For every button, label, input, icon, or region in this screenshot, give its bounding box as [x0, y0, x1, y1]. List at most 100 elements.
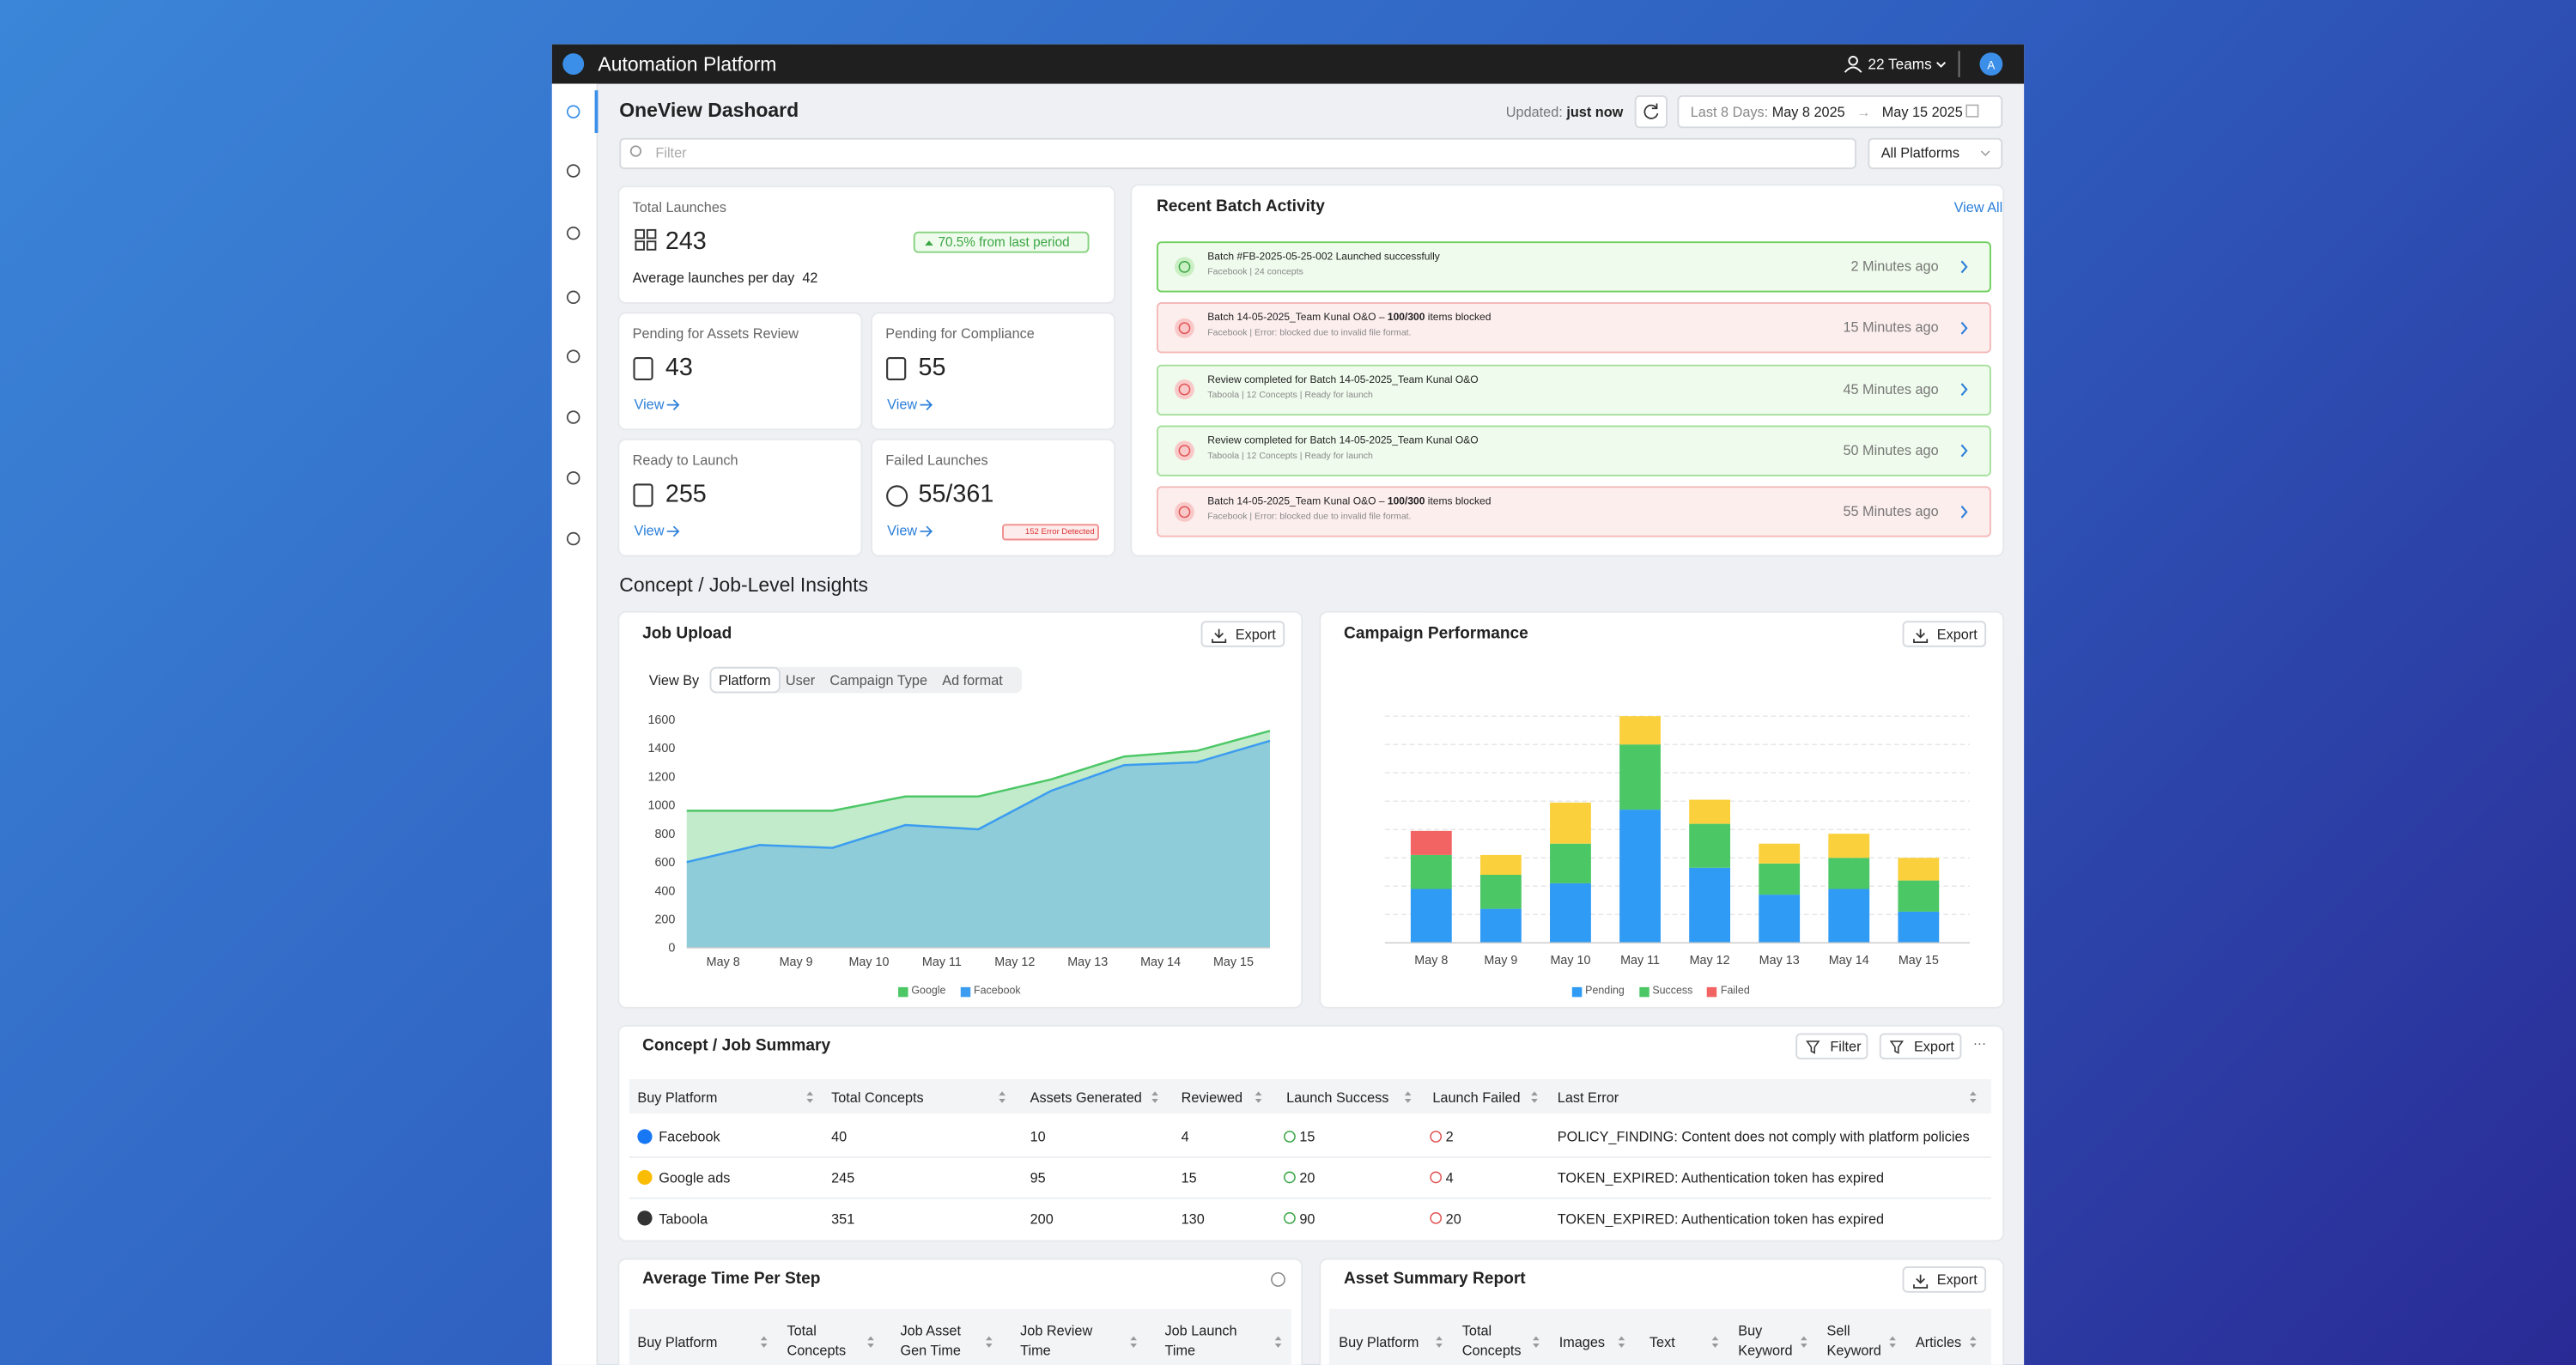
range-label: Last 8 Days:: [1690, 103, 1769, 120]
card-label: Pending for Compliance: [885, 325, 1035, 342]
title-part: items blocked: [1425, 496, 1492, 508]
card: [619, 313, 861, 429]
panel: [1321, 612, 2003, 1007]
column-header: Reviewed: [1181, 1089, 1243, 1106]
summary-panel: [619, 1026, 2003, 1241]
column-header: Buy Keyword: [1738, 1322, 1793, 1359]
dashboard-title: OneView Dashoard: [619, 98, 799, 122]
range-end: May 15 2025: [1881, 103, 1963, 120]
column-header: Buy Platform: [637, 1333, 718, 1350]
date-range[interactable]: Last 8 Days: May 8 2025 → May 15 2025: [1677, 94, 2003, 129]
range-start: May 8 2025: [1771, 103, 1845, 120]
batch-detail: Facebook | Error: blocked due to invalid…: [1207, 513, 1412, 523]
batch-item[interactable]: [1156, 425, 1991, 476]
platform-select[interactable]: All Platforms: [1868, 137, 2003, 170]
batch-item[interactable]: [1156, 363, 1991, 416]
refresh-button[interactable]: [1634, 94, 1668, 129]
legend-swatch: [960, 986, 971, 998]
legend-swatch: [1707, 986, 1718, 998]
sidebar: [551, 83, 598, 1365]
tab[interactable]: Platform: [711, 668, 779, 692]
batch-item[interactable]: [1156, 241, 1991, 293]
export-button[interactable]: Export: [1902, 1266, 1987, 1293]
updated: Updated: just now: [1506, 102, 1624, 122]
arrow: →: [1856, 103, 1871, 120]
table-cell: 90: [1299, 1210, 1315, 1227]
batch-title: Review completed for Batch 14-05-2025_Te…: [1207, 373, 1478, 386]
legend-item: Failed: [1707, 984, 1750, 1000]
batch-title: Review completed for Batch 14-05-2025_Te…: [1207, 435, 1478, 448]
teams-menu[interactable]: 22 Teams: [1868, 56, 1932, 73]
legend-label: Success: [1652, 985, 1693, 998]
panel-title: Asset Summary Report: [1344, 1270, 1526, 1289]
tab[interactable]: Campaign Type: [829, 671, 928, 689]
toolbar-button[interactable]: Filter: [1795, 1033, 1868, 1060]
batch-title: Batch #FB-2025-05-25-002 Launched succes…: [1207, 252, 1440, 264]
tab[interactable]: Ad format: [942, 671, 1003, 689]
legend-label: Failed: [1720, 985, 1750, 998]
batch-item[interactable]: [1156, 486, 1991, 537]
table-cell: 40: [831, 1128, 848, 1145]
table-cell: Google ads: [659, 1168, 731, 1186]
section-title: Concept / Job-Level Insights: [619, 573, 869, 597]
table-cell: 20: [1445, 1210, 1461, 1227]
filter-input[interactable]: Filter: [619, 137, 1856, 170]
table-cell: 15: [1181, 1168, 1197, 1186]
batch-detail: Facebook | 24 concepts: [1207, 267, 1303, 278]
batch-detail: Taboola | 12 Concepts | Ready for launch: [1207, 390, 1373, 401]
row-divider: [629, 1198, 1991, 1200]
row-divider: [629, 1156, 1991, 1159]
table-cell: 351: [831, 1210, 855, 1227]
column-header: Total Concepts: [831, 1089, 924, 1106]
batch-time: 2 Minutes ago: [1850, 258, 1939, 275]
view-link[interactable]: View: [634, 396, 665, 413]
table-cell: 15: [1299, 1128, 1315, 1145]
title-part: Batch 14-05-2025_Team Kunal O&O –: [1207, 496, 1388, 508]
column-header: Buy Platform: [1339, 1333, 1419, 1350]
export-button[interactable]: Export: [1200, 621, 1285, 647]
app-title: Automation Platform: [598, 52, 777, 76]
table-cell: 130: [1181, 1210, 1205, 1227]
updated-value: just now: [1566, 103, 1624, 120]
panel-title: Job Upload: [642, 624, 732, 644]
card-label: Total Launches: [632, 198, 727, 215]
table-cell: 245: [831, 1168, 855, 1186]
legend-item: Pending: [1571, 984, 1625, 1000]
table-cell: 200: [1030, 1210, 1054, 1227]
view-link[interactable]: View: [887, 396, 918, 413]
table-cell: 4: [1445, 1168, 1454, 1186]
updated-label: Updated:: [1505, 103, 1563, 120]
table-cell: 20: [1299, 1168, 1315, 1186]
divider: [1958, 51, 1960, 77]
column-header: Articles: [1915, 1333, 1962, 1350]
batch-detail: Taboola | 12 Concepts | Ready for launch: [1207, 451, 1373, 462]
tab-group: Platform User Campaign Type Ad format: [709, 666, 1023, 694]
column-header: Assets Generated: [1030, 1089, 1142, 1106]
top-bar: [551, 44, 2025, 84]
column-header: Job Asset Gen Time: [900, 1322, 961, 1359]
export-button[interactable]: Export: [1902, 621, 1987, 647]
column-header: Sell Keyword: [1826, 1322, 1881, 1359]
card-value: 43: [665, 354, 693, 382]
legend-label: Facebook: [974, 985, 1021, 998]
table-cell: 95: [1030, 1168, 1046, 1186]
card-value: 243: [665, 227, 707, 256]
view-link[interactable]: View: [887, 522, 918, 539]
card-value: 55/361: [918, 480, 994, 509]
column-header: Job Launch Time: [1164, 1322, 1237, 1359]
batch-time: 15 Minutes ago: [1843, 318, 1939, 336]
toolbar-button[interactable]: Export: [1879, 1033, 1962, 1060]
legend: Pending Success Failed: [1571, 984, 1750, 1000]
tab[interactable]: User: [785, 671, 816, 689]
column-header: Total Concepts: [1461, 1322, 1522, 1359]
view-all[interactable]: View All: [1953, 198, 2003, 215]
error-badge: 152 Error Detected: [1002, 524, 1099, 541]
batch-title: Batch 14-05-2025_Team Kunal O&O – 100/30…: [1207, 312, 1491, 325]
column-header: Job Review Time: [1020, 1322, 1093, 1359]
view-link[interactable]: View: [634, 522, 665, 539]
batch-item[interactable]: [1156, 302, 1991, 354]
panel-title: Concept / Job Summary: [642, 1037, 831, 1056]
column-header: Launch Failed: [1432, 1089, 1521, 1106]
legend: Google Facebook: [898, 984, 1021, 1000]
